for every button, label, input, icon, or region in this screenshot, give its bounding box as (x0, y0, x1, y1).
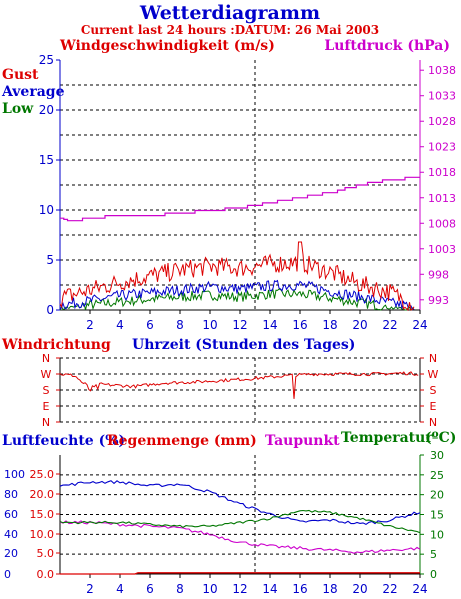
rain-tick-label: 20.0 (30, 488, 55, 501)
y-right-tick-label: 1003 (428, 243, 456, 256)
humidity-tick-label: 60 (4, 508, 18, 521)
x-tick-label: 10 (202, 318, 217, 332)
y-tick-label: 20 (39, 103, 54, 117)
humidity-tick-label: 80 (4, 488, 18, 501)
y-tick-label: 0 (46, 303, 54, 317)
x-tick-label: 12 (232, 582, 247, 596)
x-tick-label: 20 (352, 582, 367, 596)
x-tick-label: 24 (412, 318, 427, 332)
temperature-unit-label: (ºC) (425, 430, 456, 446)
series-line-luftdruck (60, 176, 420, 222)
temp-tick-label: 15 (430, 509, 444, 522)
temp-tick-label: 25 (430, 469, 444, 482)
series-line-low (59, 288, 415, 311)
rain-label: Regenmenge (mm) (107, 433, 257, 449)
y-tick-label: 5 (46, 253, 54, 267)
y-right-tick-label: 1008 (428, 217, 456, 230)
rain-tick-label: 25.0 (30, 468, 55, 481)
legend-average: Average (1, 84, 65, 100)
temp-tick-label: 0 (430, 568, 437, 581)
temperature-label: Temperatur (341, 430, 433, 446)
dir-tick-label-right: W (428, 368, 439, 381)
series-line-gust (59, 241, 415, 311)
rain-tick-label: 0.0 (37, 568, 55, 581)
page-subtitle: Current last 24 hours :DATUM: 26 Mai 200… (81, 23, 379, 37)
x-tick-label: 12 (232, 318, 247, 332)
dir-tick-label-right: S (430, 384, 437, 397)
x-tick-label: 2 (86, 318, 94, 332)
humidity-tick-label: 40 (4, 528, 18, 541)
y-right-tick-label: 1013 (428, 192, 456, 205)
series-line-taupunkt (59, 520, 421, 554)
y-right-tick-label: 1033 (428, 90, 456, 103)
temp-tick-label: 5 (430, 548, 437, 561)
x-tick-label: 22 (382, 582, 397, 596)
x-tick-label: 10 (202, 582, 217, 596)
series-line-temperatur (59, 509, 421, 534)
legend-low: Low (2, 101, 34, 117)
page-title: Wetterdiagramm (139, 2, 320, 24)
x-tick-label: 14 (262, 318, 277, 332)
humidity-tick-label: 0 (4, 568, 11, 581)
temp-tick-label: 10 (430, 528, 444, 541)
x-tick-label: 6 (146, 318, 154, 332)
humidity-tick-label: 20 (4, 547, 18, 560)
y-right-tick-label: 1023 (428, 141, 456, 154)
series-line-average (59, 279, 415, 311)
temp-tick-label: 20 (430, 489, 444, 502)
humidity-label: Luftfeuchte (%) (2, 433, 125, 449)
dir-tick-label: N (42, 416, 50, 429)
x-tick-label: 2 (86, 582, 94, 596)
x-tick-label: 4 (116, 582, 124, 596)
series-line-windrichtung (59, 371, 419, 399)
y-right-tick-label: 1028 (428, 115, 456, 128)
x-tick-label: 18 (322, 318, 337, 332)
dir-tick-label: E (43, 400, 50, 413)
x-tick-label: 4 (116, 318, 124, 332)
x-tick-label: 8 (176, 582, 184, 596)
dir-tick-label-right: N (429, 416, 437, 429)
y-right-tick-label: 998 (428, 268, 449, 281)
x-tick-label: 22 (382, 318, 397, 332)
y-right-tick-label: 993 (428, 294, 449, 307)
wind-speed-label: Windgeschwindigkeit (m/s) (59, 38, 275, 54)
y-tick-label: 15 (39, 153, 54, 167)
dir-tick-label: S (43, 384, 50, 397)
legend-gust: Gust (2, 67, 39, 83)
x-tick-label: 20 (352, 318, 367, 332)
humidity-tick-label: 100 (4, 468, 25, 481)
wind-direction-label: Windrichtung (1, 337, 111, 353)
temp-tick-label: 30 (430, 449, 444, 462)
x-tick-label: 14 (262, 582, 277, 596)
time-axis-label: Uhrzeit (Stunden des Tages) (132, 337, 355, 353)
dir-tick-label: W (41, 368, 52, 381)
series-line-luftfeuchte (59, 480, 421, 526)
series-line-regenmenge (60, 572, 420, 575)
x-tick-label: 18 (322, 582, 337, 596)
y-tick-label: 25 (39, 53, 54, 67)
y-right-tick-label: 1038 (428, 64, 456, 77)
pressure-label: Luftdruck (hPa) (324, 38, 450, 54)
y-right-tick-label: 1018 (428, 166, 456, 179)
x-tick-label: 16 (292, 318, 307, 332)
x-tick-label: 8 (176, 318, 184, 332)
x-tick-label: 6 (146, 582, 154, 596)
x-tick-label: 24 (412, 582, 427, 596)
dir-tick-label: N (42, 352, 50, 365)
dewpoint-label: Taupunkt (265, 433, 340, 449)
rain-tick-label: 15.0 (30, 508, 55, 521)
x-tick-label: 16 (292, 582, 307, 596)
rain-tick-label: 5.0 (37, 547, 55, 560)
dir-tick-label-right: N (429, 352, 437, 365)
dir-tick-label-right: E (430, 400, 437, 413)
y-tick-label: 10 (39, 203, 54, 217)
rain-tick-label: 10.0 (30, 528, 55, 541)
